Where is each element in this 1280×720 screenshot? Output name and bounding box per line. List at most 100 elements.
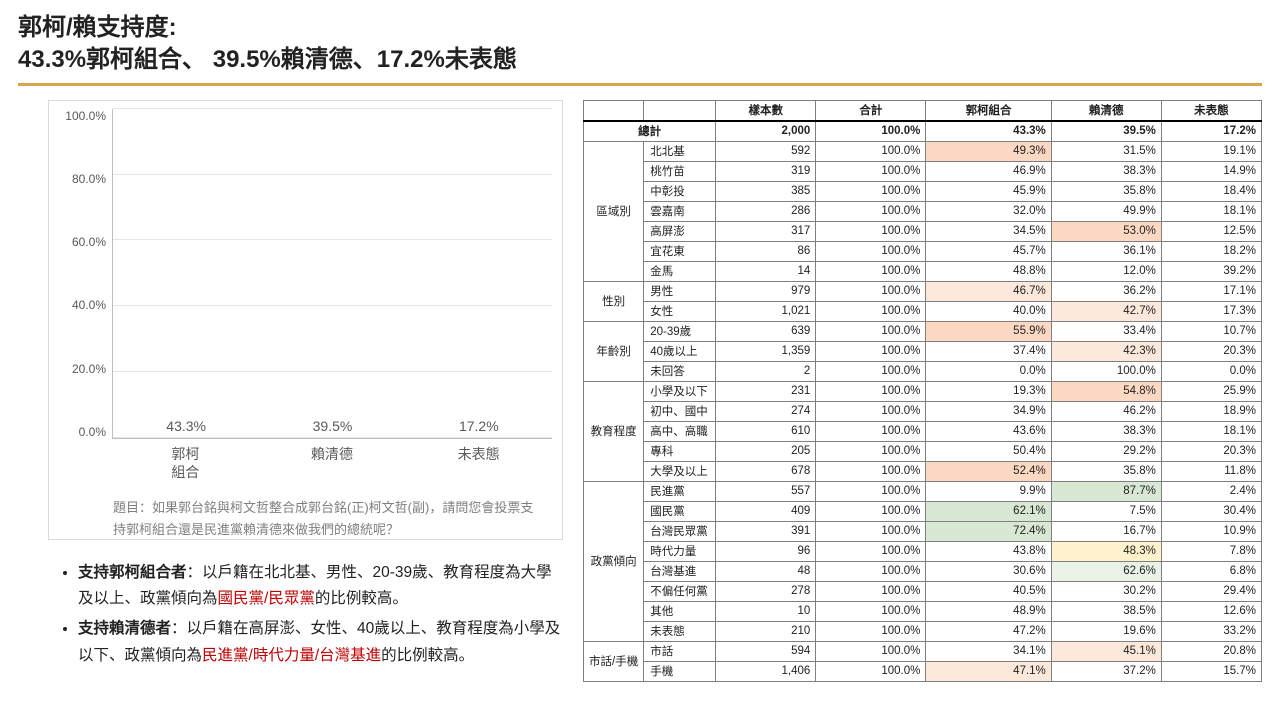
category-cell: 政黨傾向	[584, 481, 644, 641]
table-cell: 18.9%	[1161, 401, 1261, 421]
table-cell: 39.2%	[1161, 261, 1261, 281]
table-header	[644, 100, 716, 121]
table-cell: 6.8%	[1161, 561, 1261, 581]
subcategory-cell: 初中、國中	[644, 401, 716, 421]
subcategory-cell: 時代力量	[644, 541, 716, 561]
table-header: 合計	[816, 100, 926, 121]
table-cell: 37.4%	[926, 341, 1051, 361]
table-cell: 39.5%	[1051, 121, 1161, 142]
table-row: 中彰投385100.0%45.9%35.8%18.4%	[584, 181, 1262, 201]
subcategory-cell: 市話	[644, 641, 716, 661]
table-cell: 18.4%	[1161, 181, 1261, 201]
table-cell: 100.0%	[816, 221, 926, 241]
table-row: 雲嘉南286100.0%32.0%49.9%18.1%	[584, 201, 1262, 221]
table-cell: 100.0%	[816, 641, 926, 661]
table-row: 國民黨409100.0%62.1%7.5%30.4%	[584, 501, 1262, 521]
table-cell: 20.3%	[1161, 341, 1261, 361]
table-row: 性別男性979100.0%46.7%36.2%17.1%	[584, 281, 1262, 301]
subcategory-cell: 台灣基進	[644, 561, 716, 581]
y-tick: 40.0%	[57, 298, 106, 312]
table-cell: 46.2%	[1051, 401, 1161, 421]
table-cell: 45.7%	[926, 241, 1051, 261]
table-cell: 45.1%	[1051, 641, 1161, 661]
table-cell: 0.0%	[926, 361, 1051, 381]
table-row: 教育程度小學及以下231100.0%19.3%54.8%25.9%	[584, 381, 1262, 401]
table-cell: 34.9%	[926, 401, 1051, 421]
table-cell: 72.4%	[926, 521, 1051, 541]
table-cell: 610	[716, 421, 816, 441]
table-cell: 12.5%	[1161, 221, 1261, 241]
category-cell: 市話/手機	[584, 641, 644, 681]
table-cell: 48.8%	[926, 261, 1051, 281]
table-cell: 317	[716, 221, 816, 241]
table-cell: 32.0%	[926, 201, 1051, 221]
subcategory-cell: 雲嘉南	[644, 201, 716, 221]
table-cell: 100.0%	[816, 261, 926, 281]
table-row: 時代力量96100.0%43.8%48.3%7.8%	[584, 541, 1262, 561]
table-cell: 16.7%	[1051, 521, 1161, 541]
gridline	[113, 305, 552, 306]
table-cell: 100.0%	[816, 441, 926, 461]
gridline	[113, 437, 552, 438]
table-cell: 286	[716, 201, 816, 221]
subcategory-cell: 國民黨	[644, 501, 716, 521]
table-cell: 100.0%	[816, 121, 926, 142]
table-cell: 38.3%	[1051, 161, 1161, 181]
table-row: 大學及以上678100.0%52.4%35.8%11.8%	[584, 461, 1262, 481]
table-cell: 33.4%	[1051, 321, 1161, 341]
table-cell: 100.0%	[816, 581, 926, 601]
table-cell: 100.0%	[816, 621, 926, 641]
gridline	[113, 239, 552, 240]
table-cell: 34.1%	[926, 641, 1051, 661]
table-cell: 43.6%	[926, 421, 1051, 441]
table-cell: 48.9%	[926, 601, 1051, 621]
table-cell: 100.0%	[816, 501, 926, 521]
chart-x-axis: 郭柯組合賴清德未表態	[112, 445, 552, 481]
bar-wrap: 17.2%	[434, 418, 524, 438]
category-cell: 教育程度	[584, 381, 644, 481]
table-cell: 49.9%	[1051, 201, 1161, 221]
table-cell: 205	[716, 441, 816, 461]
subcategory-cell: 金馬	[644, 261, 716, 281]
table-row: 不偏任何黨278100.0%40.5%30.2%29.4%	[584, 581, 1262, 601]
subcategory-cell: 台灣民眾黨	[644, 521, 716, 541]
table-header: 郭柯組合	[926, 100, 1051, 121]
table-cell: 34.5%	[926, 221, 1051, 241]
subcategory-cell: 未回答	[644, 361, 716, 381]
table-cell: 639	[716, 321, 816, 341]
table-row: 手機1,406100.0%47.1%37.2%15.7%	[584, 661, 1262, 681]
table-cell: 274	[716, 401, 816, 421]
title-divider	[18, 83, 1262, 86]
subcategory-cell: 宜花東	[644, 241, 716, 261]
bar-wrap: 39.5%	[287, 418, 377, 438]
y-tick: 20.0%	[57, 362, 106, 376]
table-cell: 7.5%	[1051, 501, 1161, 521]
table-row: 專科205100.0%50.4%29.2%20.3%	[584, 441, 1262, 461]
table-cell: 47.2%	[926, 621, 1051, 641]
table-cell: 19.3%	[926, 381, 1051, 401]
table-cell: 48	[716, 561, 816, 581]
table-row: 高屏澎317100.0%34.5%53.0%12.5%	[584, 221, 1262, 241]
y-tick: 100.0%	[57, 109, 106, 123]
table-cell: 100.0%	[816, 321, 926, 341]
table-cell: 100.0%	[816, 601, 926, 621]
table-cell: 86	[716, 241, 816, 261]
table-row: 女性1,021100.0%40.0%42.7%17.3%	[584, 301, 1262, 321]
table-cell: 53.0%	[1051, 221, 1161, 241]
chart-question: 題目：如果郭台銘與柯文哲整合成郭台銘(正)柯文哲(副)，請問您會投票支持郭柯組合…	[113, 497, 544, 541]
subcategory-cell: 未表態	[644, 621, 716, 641]
table-cell: 100.0%	[816, 181, 926, 201]
table-cell: 54.8%	[1051, 381, 1161, 401]
table-cell: 100.0%	[816, 201, 926, 221]
subcategory-cell: 其他	[644, 601, 716, 621]
table-cell: 20.8%	[1161, 641, 1261, 661]
table-row: 政黨傾向民進黨557100.0%9.9%87.7%2.4%	[584, 481, 1262, 501]
table-row: 40歲以上1,359100.0%37.4%42.3%20.3%	[584, 341, 1262, 361]
table-row: 其他10100.0%48.9%38.5%12.6%	[584, 601, 1262, 621]
table-cell: 40.0%	[926, 301, 1051, 321]
table-cell: 100.0%	[816, 241, 926, 261]
table-cell: 210	[716, 621, 816, 641]
table-row: 金馬14100.0%48.8%12.0%39.2%	[584, 261, 1262, 281]
table-cell: 100.0%	[816, 341, 926, 361]
table-cell: 43.8%	[926, 541, 1051, 561]
